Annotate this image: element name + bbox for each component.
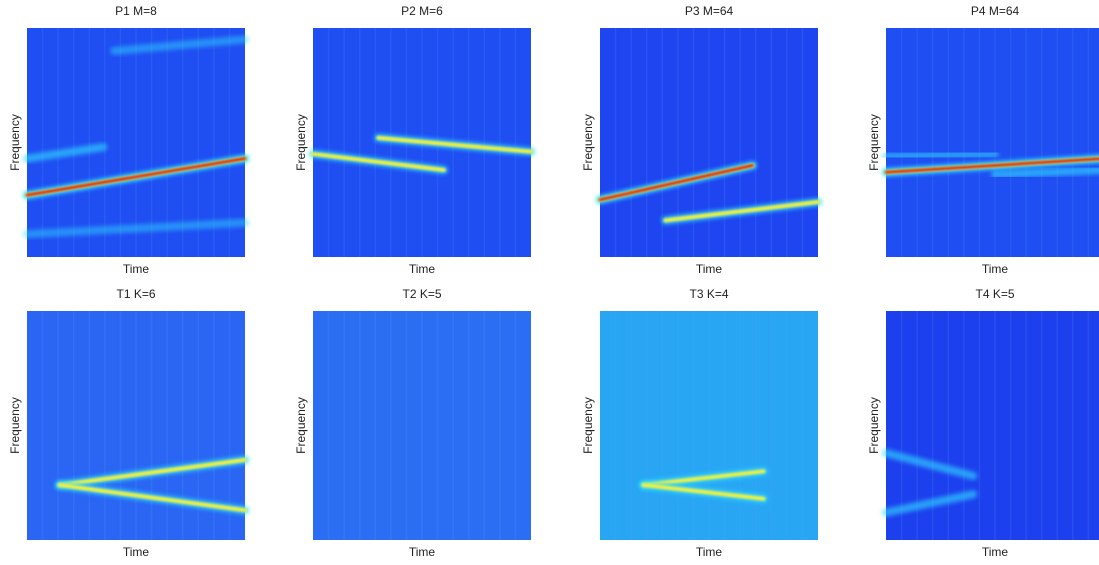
spectrogram [309,311,535,540]
spectrogram-ridge [882,149,999,161]
spectrogram-ridge [57,457,247,488]
spectrogram-ridge [311,151,446,172]
spectrogram-background [886,28,1099,257]
spectrogram-background [313,311,531,540]
y-axis-label: Frequency [8,114,22,171]
y-axis-label: Frequency [294,397,308,454]
spectrogram-ridge [110,35,249,55]
x-axis-label: Time [409,545,436,559]
panel-title: P3 M=64 [685,4,734,18]
x-axis-label: Time [696,262,723,276]
panel-title: T1 K=6 [116,287,155,301]
y-axis-label: Frequency [294,114,308,171]
spectrogram-ridge [57,483,247,513]
x-axis-label: Time [409,262,436,276]
spectrogram-ridge [598,164,754,201]
panel-title: P2 M=6 [401,4,443,18]
spectrogram-ridge [25,157,247,197]
panel-title: P1 M=8 [115,4,157,18]
spectrogram-ridge [641,469,766,488]
panel-title: T4 K=5 [975,287,1014,301]
spectrogram-ridge [23,143,108,163]
x-axis-label: Time [696,545,723,559]
spectrogram-ridge [663,200,820,223]
y-axis-label: Frequency [581,397,595,454]
spectrogram [882,28,1099,257]
panel-title: P4 M=64 [971,4,1020,18]
spectrogram-ridge [991,166,1099,179]
spectrogram [23,28,249,257]
x-axis-label: Time [123,262,150,276]
y-axis-label: Frequency [581,114,595,171]
spectrogram-ridge [641,483,766,501]
panel-title: T3 K=4 [689,287,728,301]
x-axis-label: Time [982,262,1009,276]
spectrogram [596,311,822,540]
spectrogram-ridge [376,135,533,154]
spectrogram [309,28,535,257]
spectrogram [23,311,249,540]
x-axis-label: Time [123,545,150,559]
x-axis-label: Time [982,545,1009,559]
spectrogram [596,28,822,257]
spectrogram [882,311,1099,540]
y-axis-label: Frequency [867,397,881,454]
spectrogram-background [600,311,818,540]
spectrogram-background [27,28,245,257]
y-axis-label: Frequency [867,114,881,171]
panel-title: T2 K=5 [402,287,441,301]
y-axis-label: Frequency [8,397,22,454]
spectrogram-ridge [23,218,249,239]
spectrogram-ridge [884,157,1099,174]
